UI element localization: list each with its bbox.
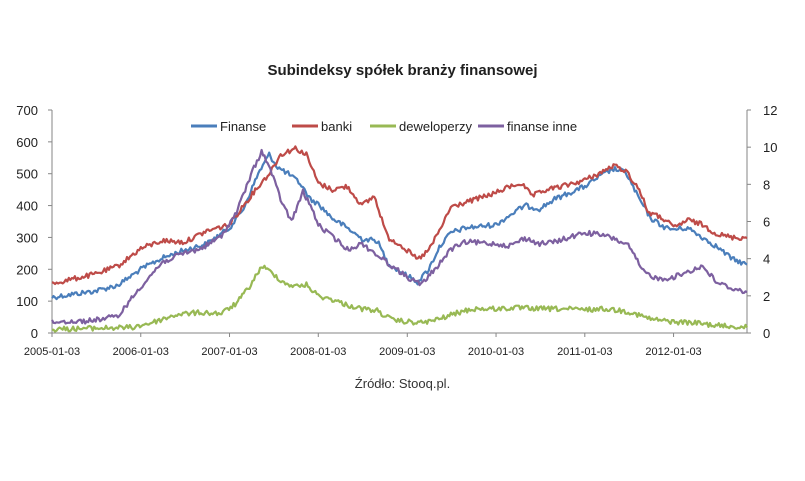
legend-label: finanse inne [507, 119, 577, 134]
left-tick-label: 700 [16, 103, 38, 118]
x-axis: 2005-01-03 2006-01-03 2007-01-03 2008-01-03… [24, 333, 702, 358]
source-note: Źródło: Stooq.pl. [354, 376, 451, 391]
x-tick-label: 2009-01-03 [379, 346, 435, 358]
left-axis: 0 100 200 300 400 500 600 700 [16, 103, 52, 341]
right-tick-label: 12 [763, 103, 777, 118]
legend: Finanse banki deweloperzy finanse inne [191, 119, 577, 134]
series-line-deweloperzy [51, 264, 748, 333]
plot-frame [51, 110, 748, 334]
x-tick-label: 2007-01-03 [201, 346, 257, 358]
series-line-Finanse [51, 151, 748, 301]
right-tick-label: 6 [763, 215, 770, 230]
right-tick-label: 0 [763, 326, 770, 341]
right-tick-label: 10 [763, 140, 777, 155]
right-axis: 0 2 4 6 8 10 12 [747, 103, 777, 341]
left-tick-label: 300 [16, 230, 38, 245]
left-tick-label: 500 [16, 167, 38, 182]
x-tick-label: 2008-01-03 [290, 346, 346, 358]
legend-label: deweloperzy [399, 119, 472, 134]
left-tick-label: 0 [31, 326, 38, 341]
right-tick-label: 4 [763, 252, 770, 267]
right-tick-label: 8 [763, 177, 770, 192]
series-line-finanse-inne [51, 148, 748, 325]
x-tick-label: 2010-01-03 [468, 346, 524, 358]
series-line-banki [51, 145, 748, 286]
left-tick-label: 200 [16, 262, 38, 277]
x-tick-label: 2005-01-03 [24, 346, 80, 358]
series-layer [51, 145, 748, 333]
x-tick-label: 2006-01-03 [113, 346, 169, 358]
right-tick-label: 2 [763, 289, 770, 304]
left-tick-label: 600 [16, 135, 38, 150]
x-tick-label: 2012-01-03 [645, 346, 701, 358]
chart-title: Subindeksy spółek branży finansowej [267, 62, 538, 79]
legend-label: banki [321, 119, 352, 134]
left-tick-label: 100 [16, 294, 38, 309]
left-tick-label: 400 [16, 199, 38, 214]
legend-label: Finanse [220, 119, 266, 134]
x-tick-label: 2011-01-03 [557, 346, 612, 358]
